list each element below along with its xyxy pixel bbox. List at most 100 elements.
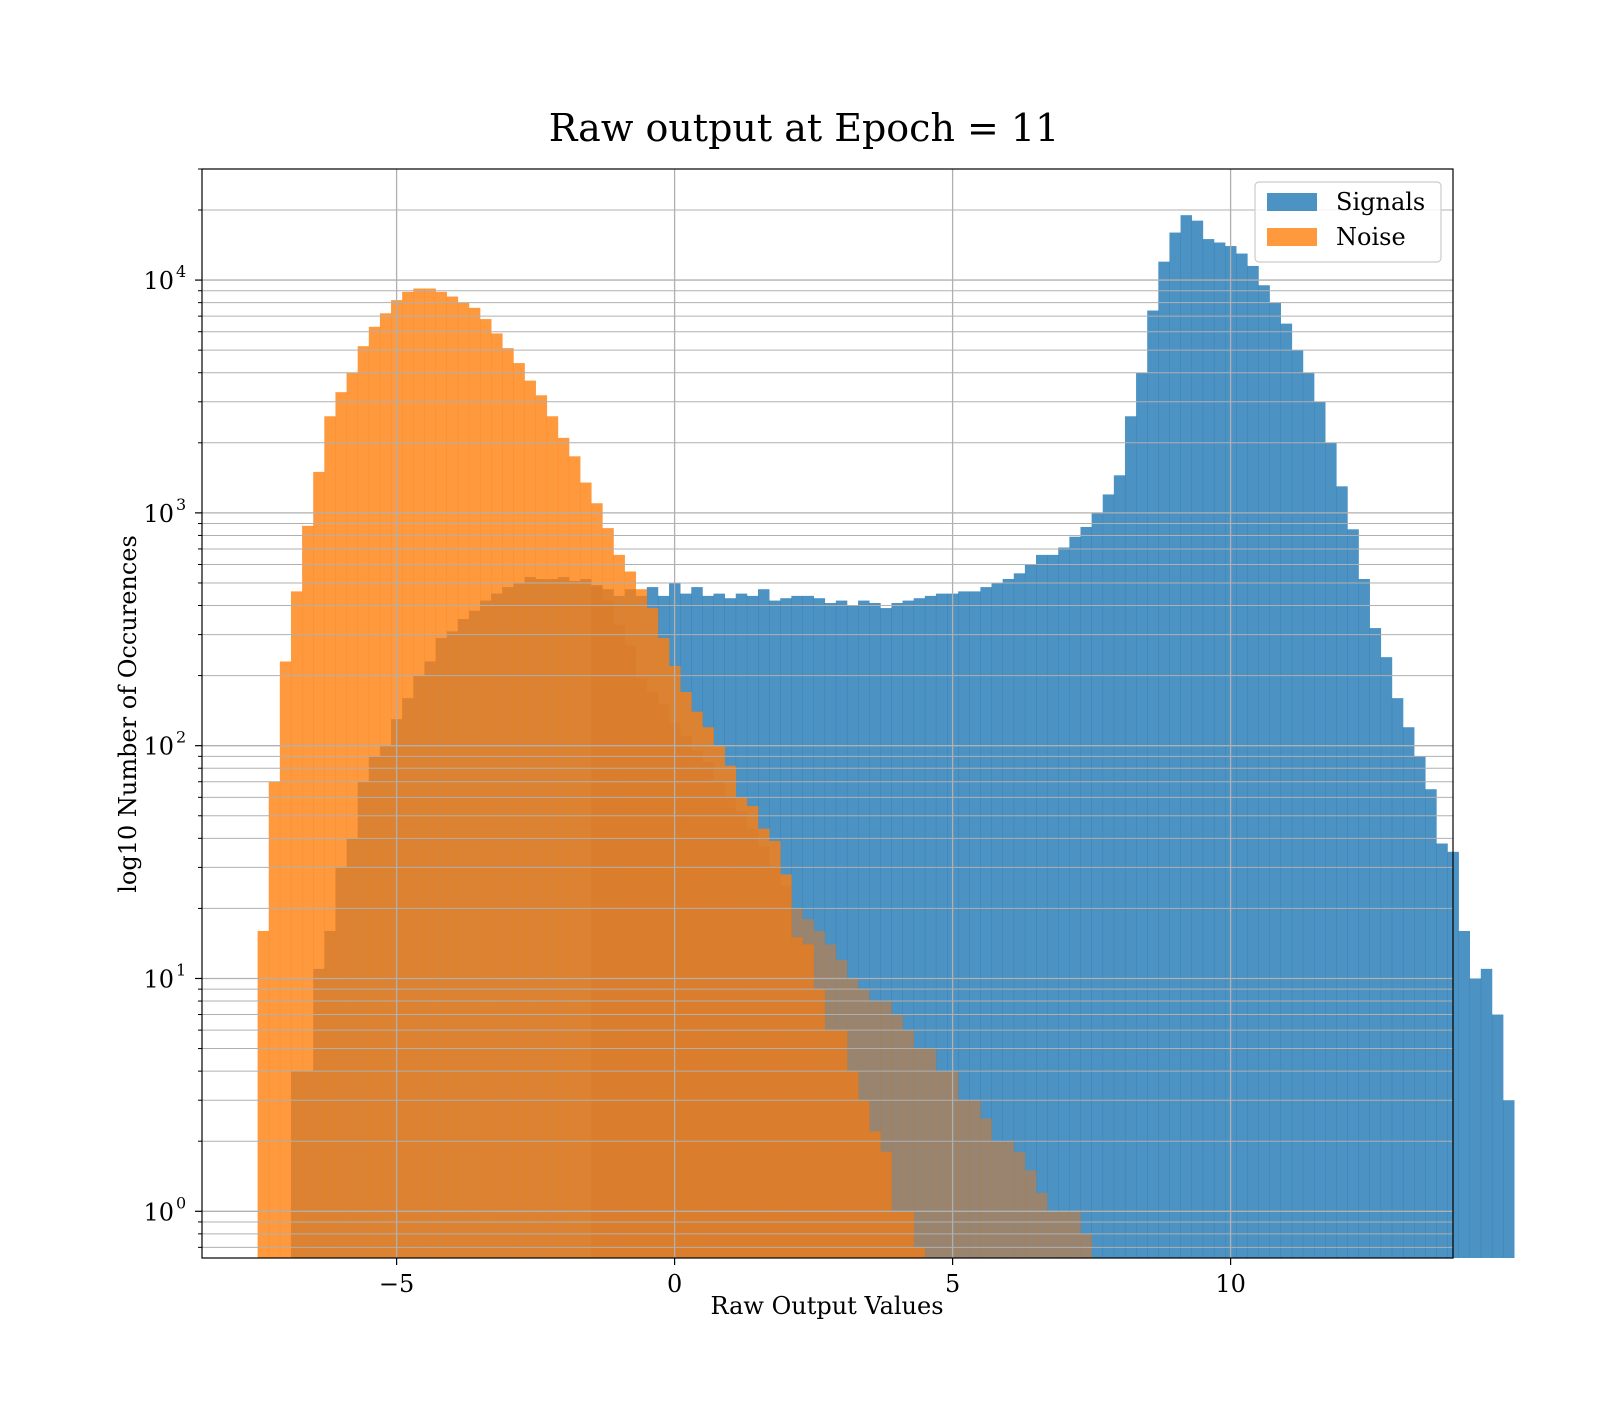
plot-frame — [201, 168, 1454, 1259]
x-tick-label: 10 — [1215, 1270, 1246, 1298]
x-axis-label: Raw Output Values — [710, 1292, 943, 1320]
bar-overlap-36 — [991, 1141, 1003, 1258]
bar-signals-92 — [1314, 401, 1326, 1258]
bar-signals-98 — [1380, 657, 1393, 1258]
bar-overlap-26 — [880, 1001, 892, 1258]
bar-overlap-43 — [1069, 1211, 1081, 1258]
bar-signals-68 — [1047, 554, 1059, 1258]
bar-overlap-17 — [780, 885, 792, 1258]
bar-signals-47 — [813, 598, 826, 1258]
x-ticks-layer: −5 0 5 10 — [379, 1258, 1246, 1298]
bar-signals-73 — [1102, 494, 1115, 1258]
y-tick-label: 10 — [143, 965, 174, 993]
bar-overlap-33 — [958, 1100, 970, 1258]
bar-overlap-11 — [713, 781, 725, 1258]
bar-signals-78 — [1158, 261, 1170, 1258]
grid-layer — [202, 168, 1453, 1258]
bar-overlap-15 — [758, 846, 770, 1258]
bar-signals-101 — [1414, 756, 1426, 1258]
bar-overlap-40 — [1036, 1192, 1048, 1258]
bar-overlap-42 — [1058, 1211, 1070, 1258]
bar-overlap-29 — [913, 1048, 926, 1258]
bar-overlap-22 — [835, 960, 848, 1258]
bar-noise-5 — [313, 471, 325, 1258]
bar-overlap-10 — [702, 762, 714, 1258]
y-tick-label: 10 — [143, 733, 174, 761]
bar-overlap-4 — [635, 678, 648, 1258]
y-tick-exponent: 1 — [176, 960, 186, 979]
bar-overlap-19 — [802, 919, 814, 1258]
bar-noise-25 — [535, 395, 548, 1258]
bar-signals-81 — [1191, 220, 1204, 1258]
bar-noise-24 — [524, 380, 536, 1259]
bar-signals-60 — [958, 591, 970, 1258]
bar-signals-77 — [1147, 310, 1159, 1258]
bar-signals-106 — [1469, 978, 1482, 1258]
bar-signals-49 — [835, 600, 848, 1258]
bar-signals-50 — [846, 605, 859, 1258]
y-tick-exponent: 0 — [176, 1193, 186, 1212]
bar-overlap-20 — [813, 930, 826, 1258]
bar-noise-18 — [457, 302, 470, 1258]
bar-signals-94 — [1336, 486, 1348, 1259]
bar-signals-69 — [1058, 547, 1070, 1258]
bar-overlap-35 — [980, 1118, 992, 1258]
legend-label-noise: Noise — [1336, 223, 1406, 251]
bar-signals-53 — [880, 608, 892, 1258]
bar-noise-27 — [557, 437, 570, 1258]
bar-overlap-37 — [1002, 1141, 1015, 1258]
bar-noise-29 — [580, 482, 592, 1258]
bar-signals-100 — [1402, 727, 1415, 1258]
bar-noise-10 — [368, 326, 381, 1258]
bar-signals-70 — [1069, 536, 1081, 1258]
bar-noise-16 — [435, 291, 447, 1258]
bar-signals-80 — [1180, 215, 1193, 1259]
bar-noise-22 — [502, 348, 514, 1258]
bar-signals-51 — [858, 600, 870, 1258]
x-tick-label: −5 — [379, 1270, 414, 1298]
bar-signals-93 — [1325, 442, 1337, 1258]
bar-noise-28 — [568, 456, 581, 1258]
x-tick-label: 5 — [945, 1270, 960, 1298]
y-tick-label: 10 — [143, 500, 174, 528]
bar-signals-66 — [1024, 564, 1037, 1258]
bar-overlap-31 — [935, 1071, 948, 1258]
bar-signals-52 — [869, 603, 881, 1258]
bar-overlap-6 — [657, 704, 670, 1258]
bar-signals-67 — [1036, 554, 1048, 1258]
bar-signals-74 — [1113, 475, 1126, 1258]
bar-noise-2 — [279, 661, 292, 1258]
bar-overlap-30 — [924, 1048, 937, 1258]
bar-signals-90 — [1291, 350, 1304, 1258]
bar-noise-11 — [379, 313, 392, 1258]
bar-signals-48 — [824, 603, 837, 1258]
bar-overlap-9 — [691, 750, 703, 1258]
bar-overlap-21 — [824, 944, 837, 1258]
bar-noise-7 — [335, 392, 347, 1258]
bar-signals-64 — [1002, 578, 1015, 1258]
y-tick-exponent: 3 — [176, 495, 186, 514]
bar-signals-57 — [924, 595, 937, 1258]
bar-signals-108 — [1491, 1014, 1504, 1258]
bar-overlap-27 — [891, 1014, 903, 1258]
bar-signals-63 — [991, 582, 1003, 1258]
bar-signals-97 — [1369, 628, 1382, 1258]
bar-overlap-24 — [858, 989, 870, 1258]
bar-signals-62 — [980, 587, 992, 1258]
bar-signals-83 — [1213, 242, 1226, 1258]
bar-signals-82 — [1202, 239, 1215, 1258]
bar-signals-65 — [1013, 573, 1026, 1258]
y-tick-exponent: 2 — [176, 728, 186, 747]
bar-overlap-14 — [746, 828, 759, 1258]
legend: Signals Noise — [1254, 181, 1442, 263]
bar-noise-6 — [324, 416, 336, 1258]
bar-noise-13 — [402, 291, 414, 1258]
bar-noise-21 — [491, 333, 503, 1258]
bar-signals-88 — [1269, 302, 1281, 1258]
bar-noise-9 — [357, 346, 370, 1258]
bar-overlap-34 — [969, 1100, 981, 1258]
x-tick-label: 0 — [667, 1270, 682, 1298]
bar-signals-87 — [1258, 285, 1270, 1258]
